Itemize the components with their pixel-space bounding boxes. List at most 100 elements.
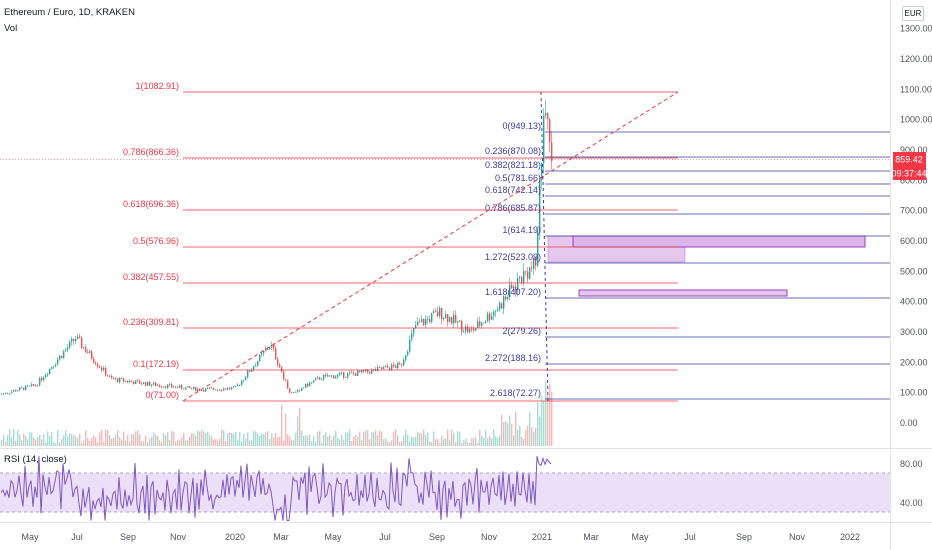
volume-bar [427,432,429,446]
volume-bar [335,430,337,446]
candle-body [31,384,33,386]
candle-body [239,384,241,386]
candle-body [241,380,243,385]
candle-body [11,391,13,394]
volume-bar [155,434,157,446]
candle-body [361,370,363,373]
candle-body [33,384,35,386]
candle-body [355,373,357,376]
volume-bar [31,432,33,446]
candle-body [541,163,543,181]
volume-bar [197,430,199,446]
candle-body [335,376,337,379]
volume-bar [425,434,427,446]
volume-bar [37,436,39,446]
volume-bar [47,431,49,446]
candle-body [3,393,5,395]
trend-line[interactable] [182,91,679,402]
candle-body [461,320,463,332]
candle-body [63,351,65,358]
volume-bar [507,423,509,446]
supply-zone[interactable] [572,235,866,248]
volume-bar [225,441,227,446]
fib-retracement-label: 0.382(457.55) [123,272,179,282]
candle-body [41,377,43,381]
fib-extension-label: 0.382(821.18) [485,160,541,170]
volume-bar [397,435,399,446]
candle-body [243,379,245,381]
volume-bar [139,434,141,446]
volume-bar [527,425,529,446]
volume-bar [351,440,353,446]
fib-retracement-label: 0.5(576.96) [133,236,179,246]
candle-body [71,338,73,342]
support-zone[interactable] [578,289,788,297]
volume-bar [177,439,179,446]
candle-body [263,350,265,353]
time-tick-label: Jul [379,532,391,542]
candle-body [209,387,211,389]
candle-body [405,355,407,360]
volume-bar [201,430,203,446]
candle-body [321,379,323,381]
candle-body [503,296,505,309]
volume-bar [195,435,197,446]
volume-bar [525,430,527,446]
candle-body [425,319,427,325]
candle-body [79,336,81,339]
candle-body [285,379,287,381]
candle-body [349,372,351,374]
candle-body [95,362,97,365]
price-tick-label: 1200.00 [900,54,932,64]
volume-bar [325,432,327,446]
countdown-badge [893,166,926,180]
candle-body [233,386,235,388]
volume-bar [499,435,501,446]
volume-bar [315,441,317,446]
volume-bar [337,437,339,446]
volume-bar [515,411,517,446]
candle-body [47,373,49,375]
volume-bar [357,436,359,446]
volume-bar [289,436,291,446]
volume-bar [433,431,435,446]
candle-body [351,372,353,374]
volume-bar [71,434,73,446]
candle-body [189,386,191,388]
volume-bar [509,415,511,446]
volume-bar [209,434,211,446]
candle-body [445,314,447,319]
currency-button[interactable]: EUR [902,6,924,21]
candle-body [325,374,327,376]
volume-bar [15,440,17,446]
candle-body [217,389,219,391]
candle-body [339,372,341,375]
volume-bar [369,439,371,446]
candle-body [147,381,149,386]
volume-bar [19,434,21,446]
volume-bar [179,439,181,446]
volume-bar [273,437,275,446]
candle-body [369,371,371,374]
candle-body [515,286,517,291]
candle-body [509,284,511,298]
candle-body [471,328,473,330]
volume-bar [361,440,363,446]
candle-body [373,369,375,370]
volume-bar [311,441,313,446]
volume-bar [129,441,131,446]
volume-bar [549,383,551,446]
volume-bar [205,433,207,446]
candle-body [49,368,51,374]
candle-body [59,355,61,360]
price-tick-label: 1100.00 [900,84,932,94]
volume-bar [381,431,383,446]
candle-body [103,368,105,371]
volume-bar [475,436,477,446]
price-tick-label: 200.00 [900,357,928,367]
fib-extension-label: 0.786(685.87) [485,203,541,213]
candle-body [125,380,127,382]
fib-extension-label: 0.618(742.14) [485,185,541,195]
time-tick-label: May [631,532,649,542]
